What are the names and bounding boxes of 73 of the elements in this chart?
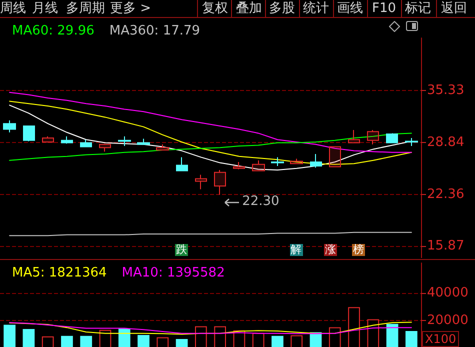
- bar: [406, 331, 418, 347]
- annotation: 跌: [174, 243, 188, 256]
- candlestick: [137, 138, 150, 145]
- bar: [22, 328, 35, 347]
- bar: [42, 336, 54, 347]
- candlestick: [3, 120, 16, 133]
- text: 统计: [303, 1, 329, 16]
- bar: [118, 328, 130, 347]
- text: 月线: [32, 1, 58, 16]
- y-tick-label: 22.36: [427, 186, 464, 202]
- y-tick-label: 40000: [427, 286, 468, 301]
- line-series: [9, 132, 412, 161]
- candlestick: [23, 126, 35, 142]
- text: 更多 >: [110, 1, 152, 16]
- bar: [386, 324, 398, 347]
- y-tick-label: 28.84: [427, 134, 464, 150]
- candlestick: [80, 139, 92, 148]
- bar: [272, 336, 284, 347]
- bar: [195, 326, 207, 347]
- candlestick: [61, 136, 73, 144]
- candlestick: [405, 138, 418, 146]
- bar: [367, 319, 380, 347]
- text: 复权: [202, 1, 228, 16]
- annotation: 榜: [352, 243, 366, 256]
- text: 返回: [441, 1, 467, 16]
- bar: [176, 338, 188, 347]
- text: 周线: [0, 1, 26, 16]
- text: MA360: 17.79: [109, 24, 200, 38]
- candlestick: [367, 130, 379, 145]
- text: F10: [372, 1, 396, 16]
- candlestick: [329, 146, 341, 168]
- candlestick: [195, 174, 207, 190]
- y-tick-label: 20000: [427, 313, 468, 328]
- bar: [348, 307, 360, 347]
- candlestick: [156, 144, 169, 150]
- bar: [61, 336, 73, 347]
- bar: [310, 332, 322, 347]
- text: MA5: 1821364: [12, 266, 107, 280]
- candlestick: [290, 158, 303, 164]
- bar: [156, 337, 169, 347]
- text: X100: [422, 331, 460, 347]
- candlestick: [233, 162, 245, 170]
- bar: [80, 336, 92, 347]
- annotation: 解: [290, 243, 303, 256]
- text: 叠加: [236, 1, 262, 16]
- text: 多周期: [66, 1, 105, 16]
- candlestick: [118, 136, 131, 146]
- candlestick: [252, 160, 265, 172]
- bar: [328, 327, 341, 347]
- y-tick-label: 15.87: [427, 238, 464, 254]
- bar: [99, 330, 112, 347]
- text: MA60: 29.96: [12, 24, 94, 38]
- candlestick: [271, 156, 284, 166]
- y-tick-label: 35.33: [427, 83, 464, 98]
- bar: [252, 332, 264, 347]
- annotation: 22.30: [242, 194, 280, 209]
- bar: [290, 335, 303, 347]
- candlestick: [214, 170, 226, 196]
- text: MA10: 1395582: [122, 266, 225, 280]
- candlestick: [99, 143, 111, 152]
- candlestick: [176, 156, 188, 172]
- text: 画线: [337, 1, 363, 16]
- text: 多股: [269, 1, 295, 16]
- bar: [4, 324, 16, 347]
- line-series: [9, 92, 412, 153]
- text: 标记: [405, 1, 431, 16]
- candlestick: [42, 136, 54, 142]
- annotation: 涨: [324, 243, 337, 256]
- candlestick: [348, 130, 360, 144]
- bar: [214, 326, 226, 347]
- candlestick: [386, 132, 398, 144]
- bar: [138, 334, 150, 347]
- candlestick: [310, 154, 322, 168]
